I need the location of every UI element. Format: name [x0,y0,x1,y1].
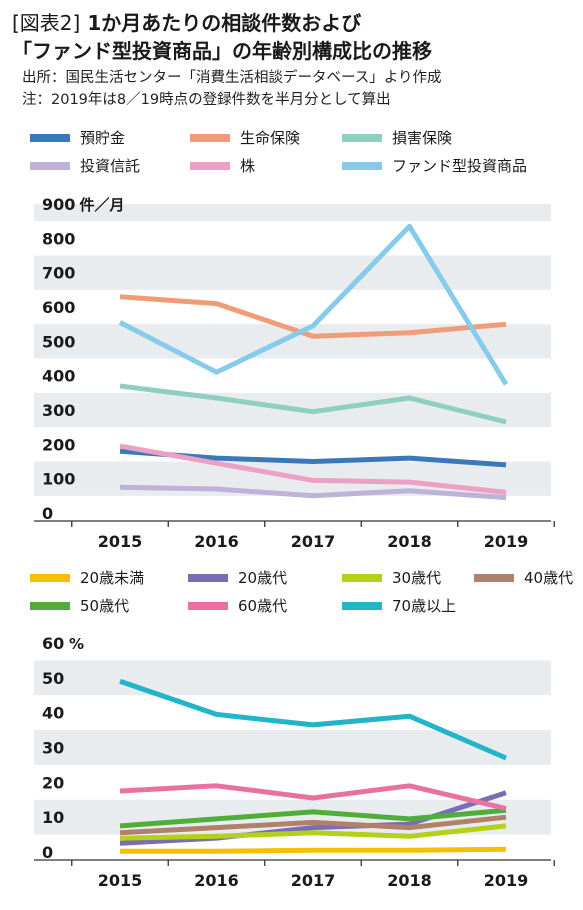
c2-legend-item-4: 50歳代 [30,595,129,616]
c2-legend-item-5: 60歳代 [188,595,287,616]
legend-swatch [30,573,70,582]
legend-swatch [342,161,382,170]
legend-label: 20歳代 [238,569,288,587]
footnote: 注：2019年は8／19時点の登録件数を半月分として算出 [22,92,391,108]
c1-y-tick-600: 600 [42,298,75,317]
legend-swatch [342,133,382,142]
c2-y-tick-40: 40 [42,704,64,723]
legend-label: 投資信託 [80,157,141,175]
c1-legend-item-0: 預貯金 [30,127,125,148]
legend-label: 損害保険 [392,129,453,147]
c2-legend-item-2: 30歳代 [342,567,441,588]
legend-swatch [342,573,382,582]
c2-y-tick-60: 60 [42,634,64,653]
c1-x-tick-2018: 2018 [387,532,432,548]
legend-swatch [188,601,228,610]
c1-y-tick-500: 500 [42,332,75,351]
c2-legend-item-6: 70歳以上 [342,595,456,616]
c1-y-tick-800: 800 [42,229,75,248]
c2-x-tick-2015: 2015 [98,871,143,890]
c1-grid-band-6 [34,255,551,290]
legend-swatch [190,161,230,170]
c1-legend-item-4: 株 [190,155,255,176]
c2-grid-band-2 [34,730,551,765]
chart-consultation-count: 0 100 200 300 400 500 600 700 800 900 件／月 2015 2016 2… [34,195,555,548]
c2-x-tick-2019: 2019 [484,871,529,890]
legend-swatch [342,601,382,610]
c1-unit-label: 件／月 [80,196,125,214]
source-note: 出所：国民生活センター「消費生活相談データベース」より作成 [22,70,442,86]
c1-y-tick-300: 300 [42,401,75,420]
legend-swatch [188,573,228,582]
legend-swatch [30,601,70,610]
c1-y-tick-0: 0 [42,504,53,523]
c1-legend-item-1: 生命保険 [190,127,300,148]
legend-label: 60歳代 [238,597,288,615]
legend-label: ファンド型投資商品 [392,157,528,175]
c1-grid-band-8 [34,204,551,222]
c1-x-tick-2017: 2017 [291,532,336,548]
c1-x-tick-2015: 2015 [98,532,143,548]
figure-tag: [図表2] [12,11,81,35]
c2-y-tick-20: 20 [42,773,64,792]
c1-x-tick-2016: 2016 [194,532,239,548]
c1-y-tick-400: 400 [42,367,75,386]
c1-legend-item-3: 投資信託 [30,155,140,176]
c2-x-tick-2017: 2017 [291,871,336,890]
c2-y-tick-30: 30 [42,739,64,758]
chart-title-line2: 「ファンド型投資商品」の年齢別構成比の推移 [12,39,432,63]
c2-legend-item-1: 20歳代 [188,567,287,588]
legend-age-share: 20歳未満 20歳代 30歳代 40歳代 50歳代 60歳代 70歳以上 [22,567,573,623]
c2-y-tick-10: 10 [42,808,64,827]
c1-legend-item-5: ファンド型投資商品 [342,155,527,176]
chart-title-line1: [図表2] 1か月あたりの相談件数および [12,10,361,36]
c2-x-tick-2016: 2016 [194,871,239,890]
legend-consultations: 預貯金 生命保険 損害保険投資信託 株 ファンド型投資商品 [22,127,562,183]
legend-label: 30歳代 [392,569,442,587]
legend-label: 50歳代 [80,597,130,615]
legend-swatch [30,133,70,142]
c1-legend-item-2: 損害保険 [342,127,452,148]
c1-y-tick-200: 200 [42,435,75,454]
legend-label: 20歳未満 [80,569,145,587]
c1-x-tick-2019: 2019 [484,532,529,548]
legend-swatch [474,573,514,582]
c1-y-tick-100: 100 [42,470,75,489]
legend-label: 40歳代 [524,569,574,587]
c2-y-tick-50: 50 [42,669,64,688]
c1-series-line-5 [118,223,509,386]
c2-grid-band-4 [34,660,551,696]
c2-unit-label: % [69,635,84,653]
legend-label: 株 [240,157,256,175]
legend-swatch [30,161,70,170]
legend-swatch [190,133,230,142]
legend-label: 70歳以上 [392,597,457,615]
c2-legend-item-0: 20歳未満 [30,567,144,588]
chart-age-share: 0 10 20 30 40 50 60 % 2015 2016 2017 2018 2019 [34,634,555,890]
c1-y-tick-900: 900 [42,195,75,214]
legend-label: 預貯金 [80,129,126,147]
legend-label: 生命保険 [240,129,301,147]
c2-x-tick-2018: 2018 [387,871,432,890]
c1-y-tick-700: 700 [42,264,75,283]
title-text-line1: 1か月あたりの相談件数および [87,11,362,35]
c2-y-tick-0: 0 [42,843,53,862]
c2-legend-item-3: 40歳代 [474,567,573,588]
